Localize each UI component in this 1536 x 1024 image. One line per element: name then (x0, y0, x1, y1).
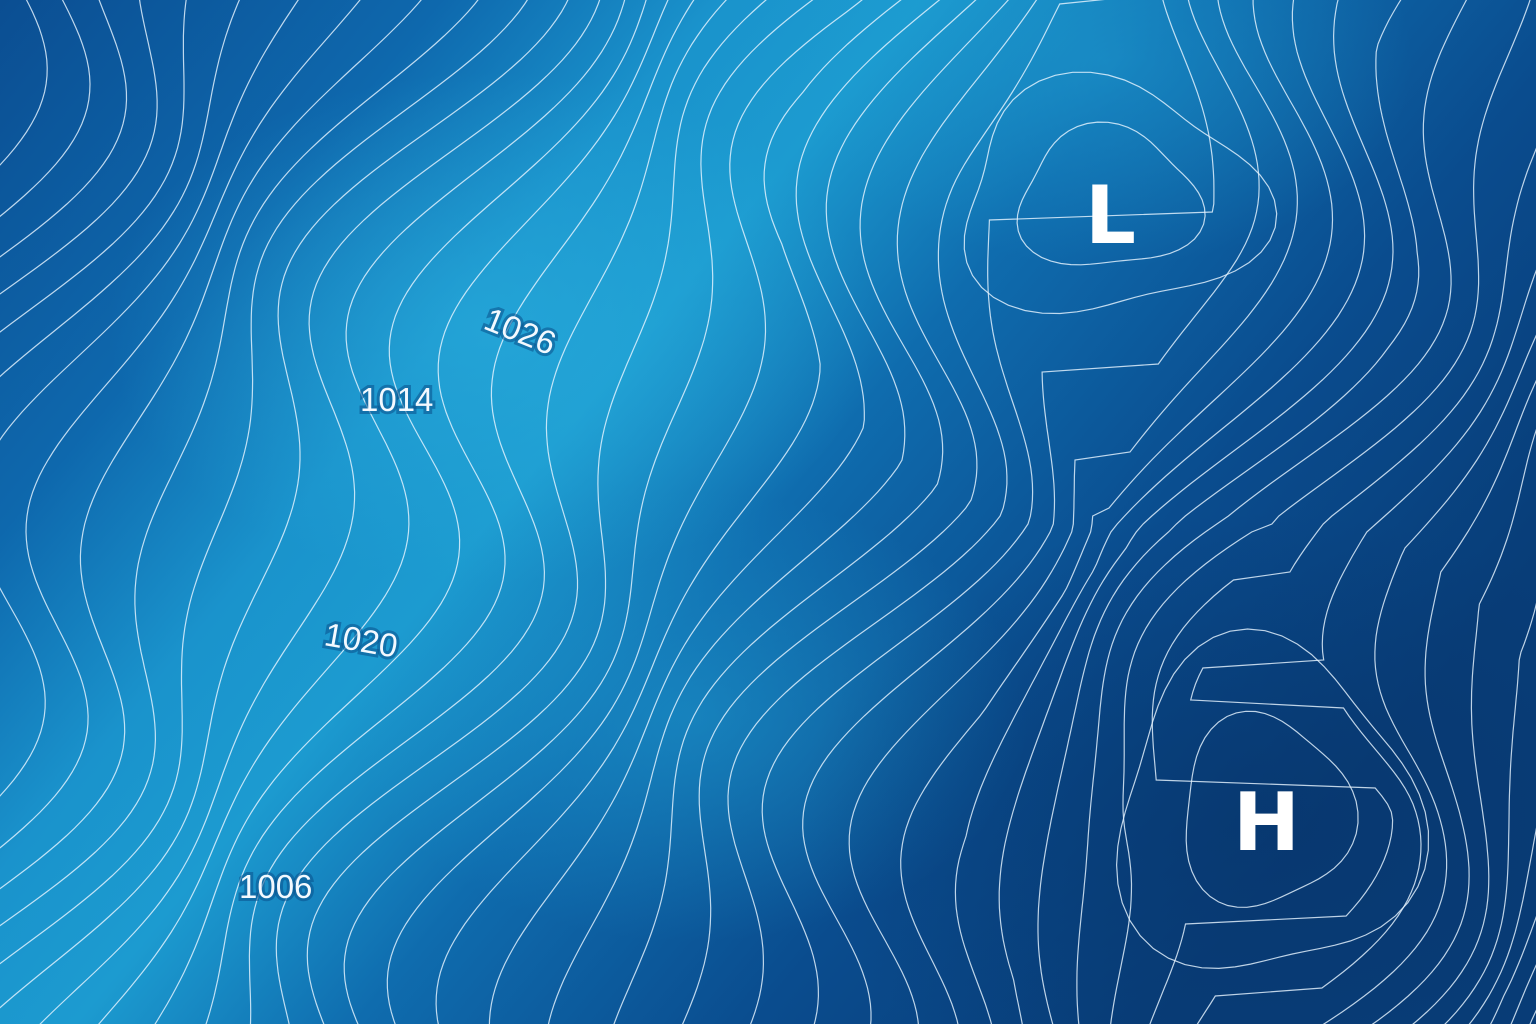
isobar-line (761, 0, 1215, 1024)
isobar-label-1014: 1014 (360, 381, 433, 418)
isobar-ring (963, 71, 1278, 315)
isobar-line (1412, 428, 1536, 1024)
isobar-line (1371, 379, 1536, 1024)
isobar-line (1110, 0, 1531, 1024)
isobar-line (343, 0, 814, 1024)
isobar-line (0, 0, 48, 166)
low-pressure-marker: L (1085, 169, 1136, 262)
isobar-line (1149, 147, 1536, 1024)
isobar-line (0, 0, 128, 258)
isobar-line (1076, 0, 1468, 1024)
isobar-line (0, 0, 158, 295)
isobar-line (1322, 334, 1536, 1024)
isobar-line (39, 0, 601, 1024)
isobar-line (488, 0, 941, 1024)
isobar-ring (1016, 121, 1206, 266)
isobar-line (0, 0, 422, 890)
isobar-line (306, 0, 767, 1024)
isobar-line (275, 0, 727, 1024)
isobar-line (1468, 827, 1536, 1024)
isobar-line (386, 0, 863, 1024)
isobar-line (1444, 602, 1536, 1024)
isobar-line (998, 0, 1394, 1024)
isobar-line (0, 0, 299, 797)
isobar-ring (1185, 710, 1359, 908)
isobar-line (0, 0, 361, 849)
isobar-line (154, 0, 647, 1024)
isobar-line (1037, 0, 1420, 1024)
isobar-line (98, 0, 626, 1024)
isobar-line (248, 0, 695, 1024)
isobar-line (0, 0, 569, 1009)
isobar-line (205, 0, 669, 1024)
isobar-line (435, 0, 902, 1024)
isobar-line (848, 0, 1298, 1024)
isobar-label-1006: 1006 (239, 868, 312, 905)
isobar-line (613, 0, 1010, 1024)
isobar-line (0, 0, 529, 965)
isobar-line (0, 0, 187, 333)
isobar-line (547, 0, 977, 1024)
isobar-line (727, 0, 1105, 1024)
isobar-line (681, 0, 1038, 1024)
isobar-line (0, 0, 91, 218)
isobar-line (900, 0, 1334, 1024)
high-pressure-marker: H (1233, 776, 1300, 869)
isobar-line (954, 0, 1366, 1024)
isobar-line (1189, 269, 1536, 1024)
isobar-line (802, 0, 1260, 1024)
isobar-ring (1115, 628, 1430, 970)
isobar-line (0, 0, 479, 927)
isobar-line (0, 0, 241, 378)
